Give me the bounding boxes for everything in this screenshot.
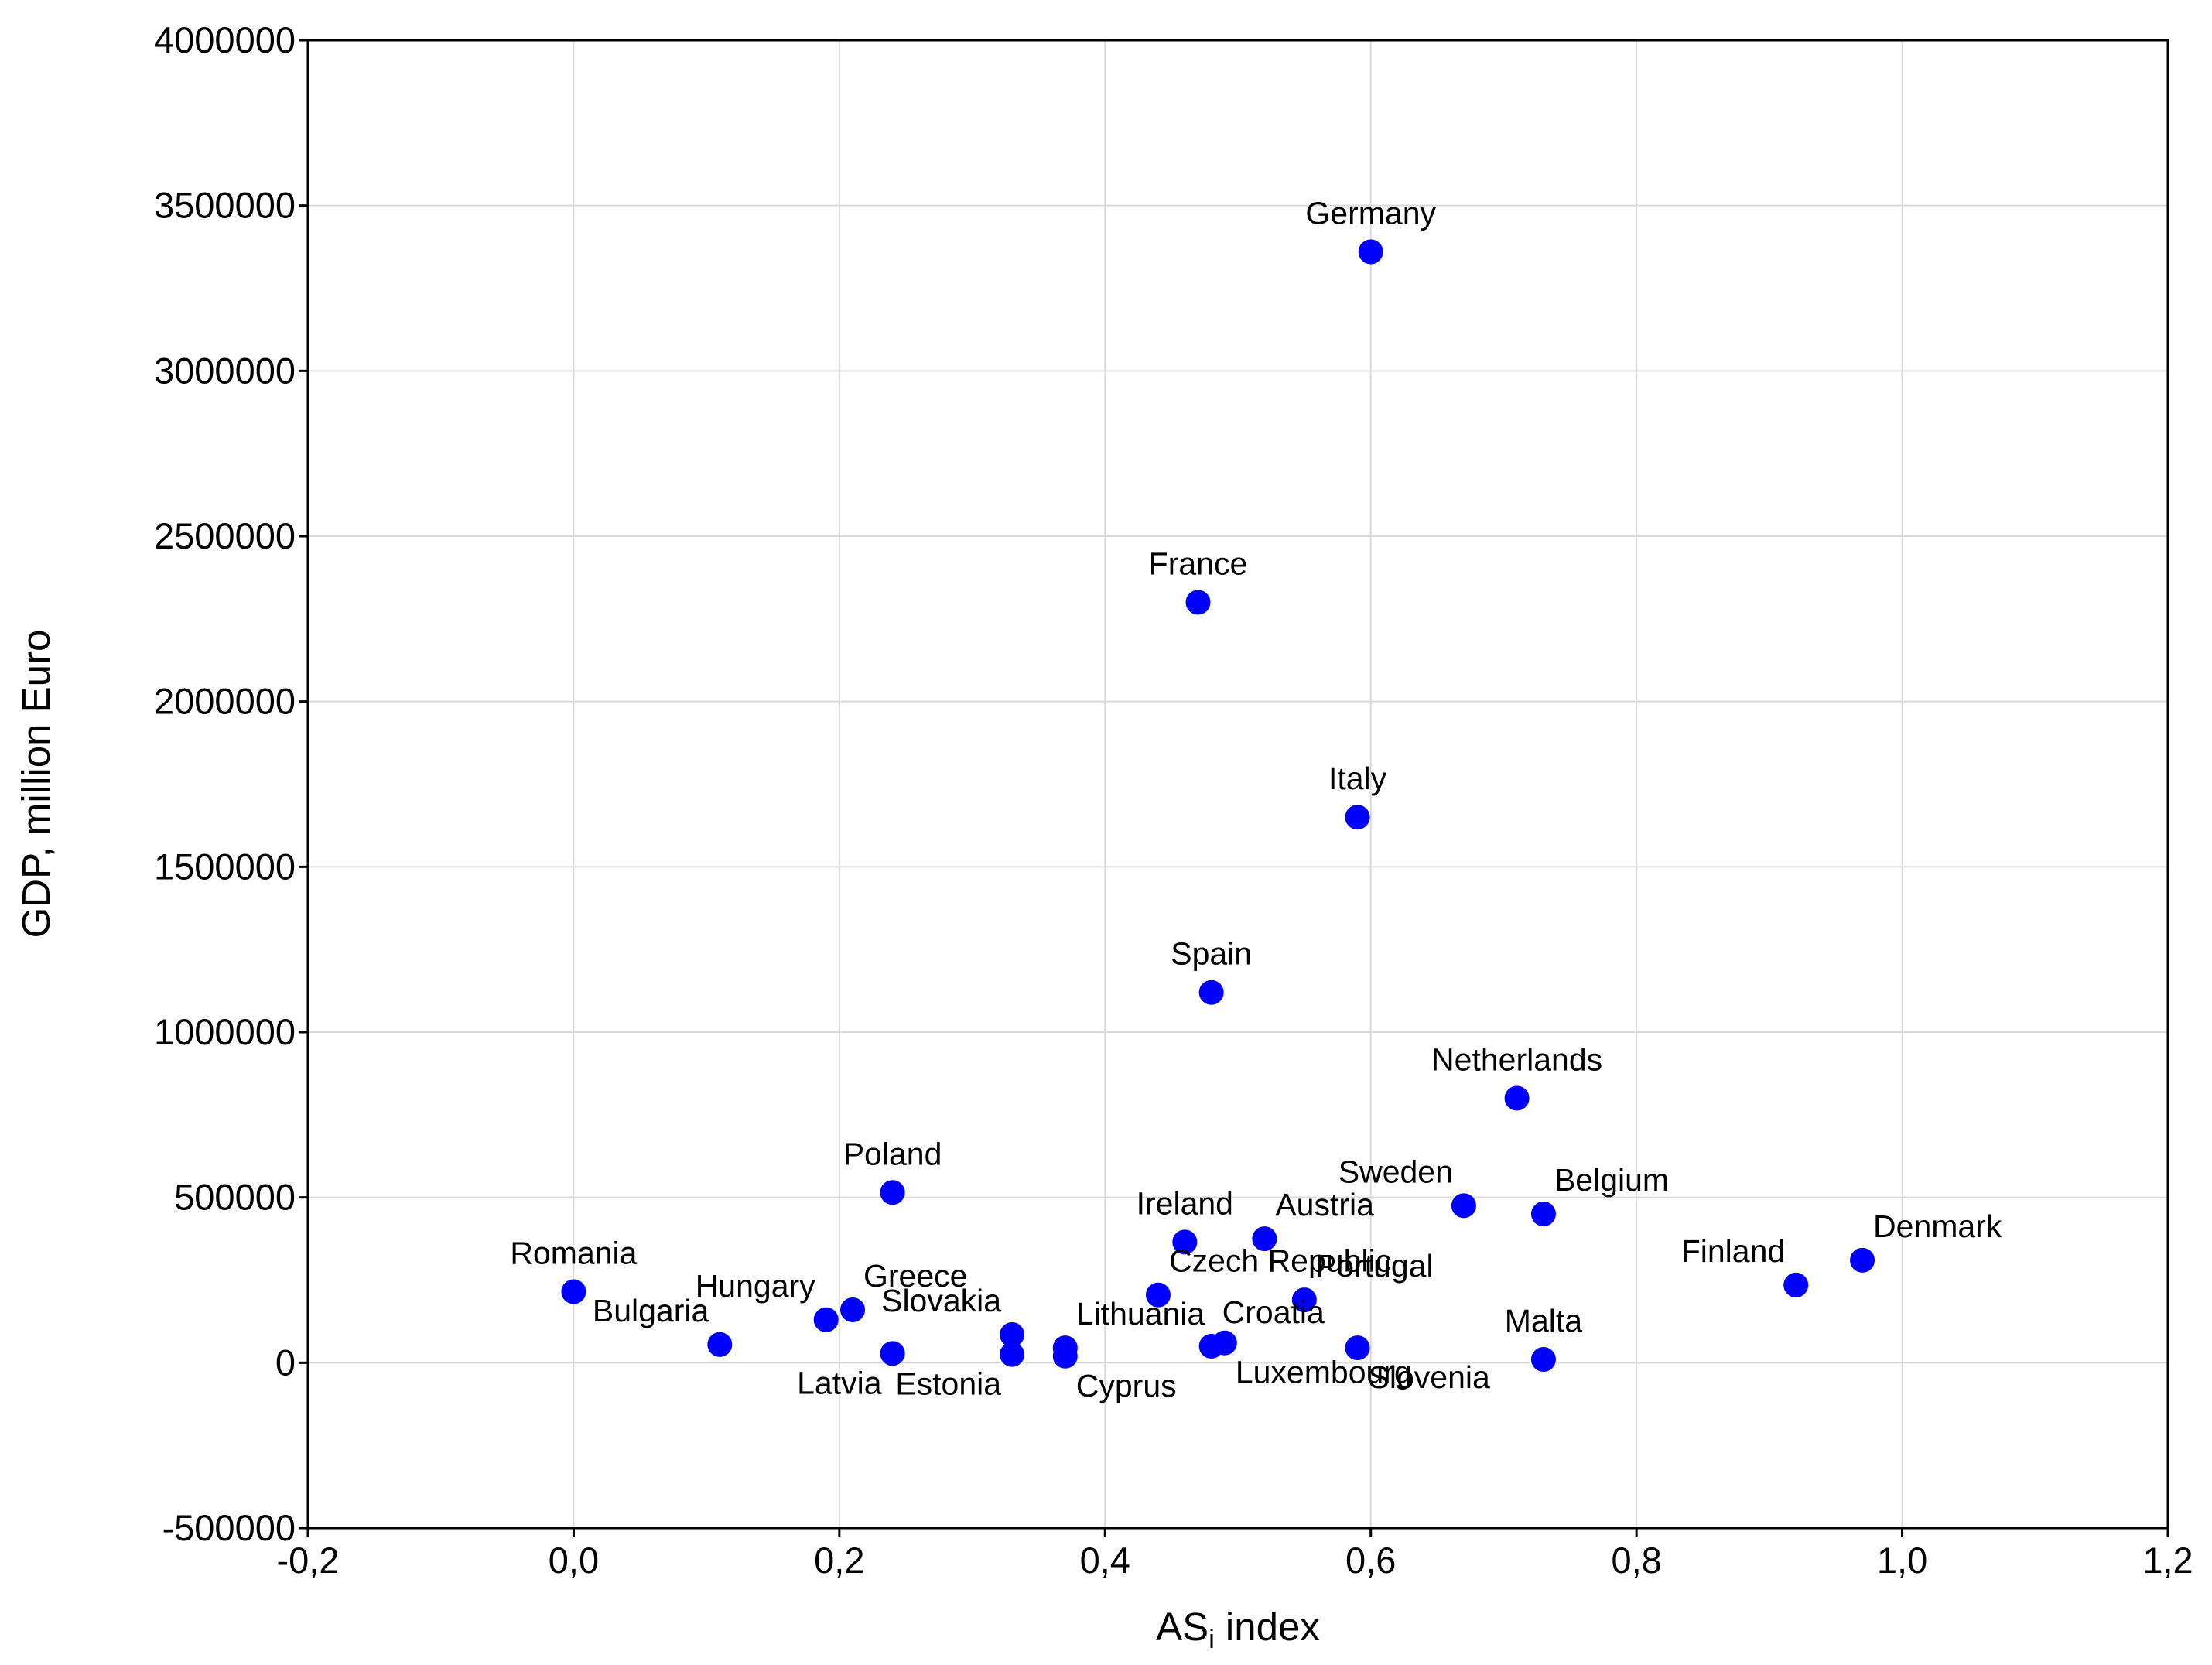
point-label-belgium: Belgium (1554, 1162, 1669, 1198)
data-point-romania (561, 1279, 586, 1304)
x-tick-label: 0,0 (549, 1540, 599, 1581)
point-label-portugal: Portugal (1315, 1248, 1434, 1284)
data-point-czech-republic (1145, 1282, 1171, 1308)
data-point-sweden (1451, 1193, 1476, 1219)
data-point-greece (840, 1297, 866, 1322)
point-label-bulgaria: Bulgaria (593, 1293, 709, 1328)
data-point-belgium (1530, 1202, 1556, 1227)
data-point-malta (1530, 1347, 1556, 1373)
data-point-spain (1198, 980, 1224, 1005)
y-tick-label: 1500000 (154, 846, 296, 887)
point-label-latvia: Latvia (797, 1365, 882, 1400)
data-point-cyprus (1052, 1343, 1078, 1369)
x-tick-label: 1,0 (1877, 1540, 1927, 1581)
x-tick-label: -0,2 (277, 1540, 340, 1581)
x-axis-label-subscript: i (1209, 1625, 1215, 1654)
point-label-netherlands: Netherlands (1431, 1041, 1602, 1077)
point-label-france: France (1149, 545, 1248, 581)
data-point-latvia (880, 1341, 905, 1366)
y-tick-label: 0 (275, 1342, 296, 1383)
point-label-germany: Germany (1305, 195, 1436, 231)
point-label-lithuania: Lithuania (1076, 1296, 1205, 1332)
y-tick-label: 4000000 (154, 19, 296, 60)
x-tick-label: 0,4 (1080, 1540, 1130, 1581)
data-point-france (1185, 590, 1211, 615)
data-point-germany (1358, 239, 1383, 265)
point-label-croatia: Croatia (1222, 1294, 1325, 1330)
point-label-hungary: Hungary (696, 1268, 815, 1304)
data-point-bulgaria (707, 1332, 733, 1357)
point-label-greece: Greece (863, 1258, 967, 1294)
x-tick-label: 0,6 (1345, 1540, 1396, 1581)
point-label-sweden: Sweden (1338, 1154, 1453, 1189)
y-tick-label: 3500000 (154, 185, 296, 226)
data-point-portugal (1291, 1287, 1317, 1313)
data-point-austria (1252, 1226, 1277, 1252)
x-axis-label: ASi index (1156, 1605, 1320, 1654)
point-label-ireland: Ireland (1137, 1185, 1233, 1221)
x-tick-label: 0,2 (814, 1540, 864, 1581)
data-point-netherlands (1504, 1085, 1530, 1111)
y-tick-label: 2500000 (154, 515, 296, 556)
y-tick-label: 3000000 (154, 350, 296, 391)
y-tick-label: -500000 (162, 1507, 296, 1548)
data-point-hungary (813, 1307, 839, 1332)
point-label-austria: Austria (1275, 1187, 1374, 1222)
x-tick-label: 1,2 (2142, 1540, 2193, 1581)
axis-ticks: -0,2 0,0 0,2 0,4 0,6 0,8 1,0 1,2 -500000 0 500000 1… (154, 19, 2193, 1581)
data-points (561, 239, 1875, 1373)
point-label-estonia: Estonia (895, 1366, 1001, 1402)
y-tick-label: 2000000 (154, 681, 296, 722)
data-point-ireland (1172, 1229, 1198, 1255)
data-point-estonia (1000, 1342, 1025, 1367)
y-tick-label: 500000 (174, 1177, 296, 1218)
plot-frame (306, 39, 2169, 1530)
data-point-poland (880, 1180, 905, 1205)
x-axis-label-suffix: index (1215, 1605, 1320, 1649)
grid-lines (308, 40, 2168, 1528)
point-label-slovakia: Slovakia (881, 1283, 1001, 1318)
data-point-luxembourg (1212, 1330, 1237, 1356)
data-point-italy (1345, 805, 1370, 830)
point-label-malta: Malta (1505, 1303, 1582, 1338)
data-point-denmark (1850, 1247, 1875, 1273)
y-axis-label: GDP, million Euro (14, 630, 58, 938)
point-label-czech-republic: Czech Republic (1169, 1243, 1391, 1279)
point-label-poland: Poland (843, 1136, 942, 1171)
data-point-labels: Germany France Italy Spain Netherlands Poland… (510, 195, 2002, 1403)
point-label-finland: Finland (1681, 1233, 1785, 1269)
point-label-denmark: Denmark (1873, 1209, 2002, 1244)
y-tick-label: 1000000 (154, 1011, 296, 1052)
point-label-spain: Spain (1171, 936, 1252, 972)
point-label-cyprus: Cyprus (1076, 1368, 1177, 1403)
point-label-luxembourg: Luxembourg (1236, 1355, 1412, 1390)
point-label-romania: Romania (510, 1235, 637, 1270)
x-axis-label-main: AS (1156, 1605, 1209, 1649)
point-label-italy: Italy (1328, 761, 1387, 796)
point-label-slovenia: Slovenia (1369, 1359, 1490, 1395)
x-tick-label: 0,8 (1611, 1540, 1661, 1581)
data-point-finland (1783, 1272, 1809, 1297)
data-point-slovenia (1345, 1335, 1370, 1361)
